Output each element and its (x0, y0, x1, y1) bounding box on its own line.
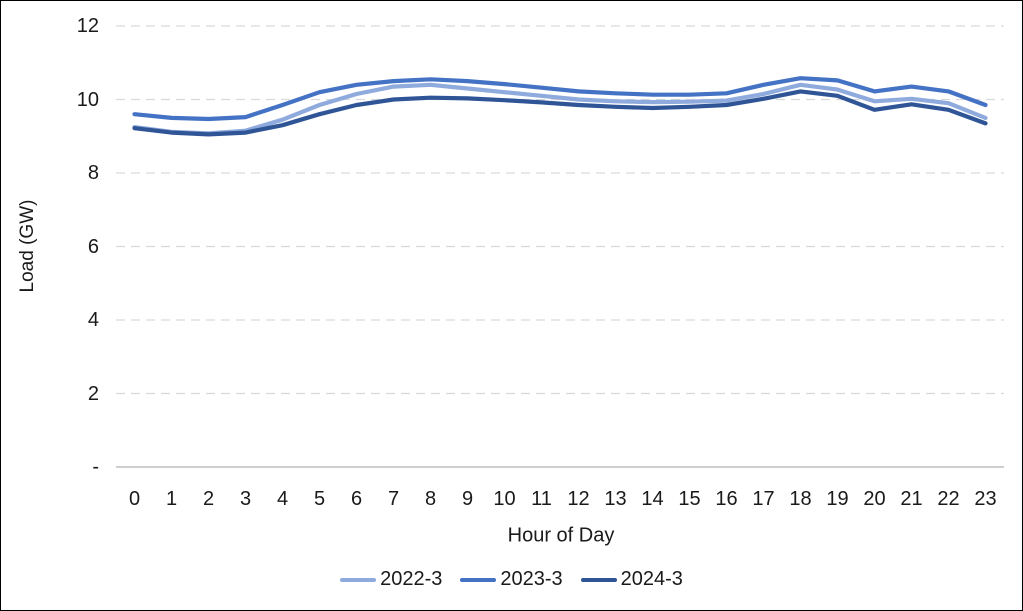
series-line-2022-3[interactable] (132, 82, 988, 136)
legend-swatch-icon (460, 577, 497, 582)
x-tick-label: 18 (789, 488, 812, 510)
x-tick-label: 19 (826, 488, 849, 510)
y-tick-label: 10 (76, 88, 99, 111)
x-tick-label: 3 (239, 488, 252, 510)
x-axis-title: Hour of Day (507, 524, 615, 547)
x-tick-label: 13 (604, 488, 627, 510)
y-tick-label: 6 (87, 235, 99, 258)
x-tick-label: 14 (641, 488, 664, 510)
y-tick-label: 8 (87, 162, 99, 184)
x-tick-label: 21 (900, 488, 923, 510)
x-tick-label: 10 (493, 488, 516, 510)
legend-item-2022-3[interactable]: 2022-3 (340, 568, 442, 591)
x-tick-label: 9 (461, 488, 474, 510)
y-tick-label: 4 (87, 309, 99, 331)
x-tick-label: 2 (202, 488, 215, 510)
x-tick-label: 0 (128, 488, 141, 510)
series-line-2023-3[interactable] (132, 76, 988, 122)
legend-label: 2022-3 (380, 568, 443, 590)
x-tick-label: 6 (350, 488, 363, 510)
legend-swatch-icon (340, 577, 377, 582)
legend-label: 2023-3 (500, 568, 563, 590)
x-tick-label: 23 (974, 488, 997, 510)
legend-item-2024-3[interactable]: 2024-3 (580, 568, 683, 591)
x-tick-label: 16 (715, 488, 738, 510)
x-tick-label: 12 (567, 488, 590, 510)
x-tick-label: 8 (424, 488, 437, 510)
x-tick-label: 15 (678, 488, 701, 510)
x-tick-label: 5 (313, 488, 326, 510)
x-tick-label: 11 (531, 488, 552, 510)
y-tick-label: - (92, 456, 99, 478)
x-tick-label: 1 (165, 488, 178, 510)
x-tick-label: 4 (276, 488, 289, 510)
x-tick-label: 20 (863, 488, 886, 510)
legend: 2022-3 2023-3 2024-3 (1, 568, 1022, 591)
y-tick-label: 2 (87, 382, 99, 405)
x-tick-label: 7 (387, 488, 400, 510)
x-tick-label: 17 (752, 488, 775, 510)
y-tick-label: 12 (76, 15, 99, 37)
legend-label: 2024-3 (620, 568, 683, 590)
legend-item-2023-3[interactable]: 2023-3 (460, 568, 563, 591)
legend-swatch-icon (580, 577, 617, 582)
series-line-2024-3[interactable] (132, 89, 988, 137)
x-tick-label: 22 (937, 488, 960, 510)
